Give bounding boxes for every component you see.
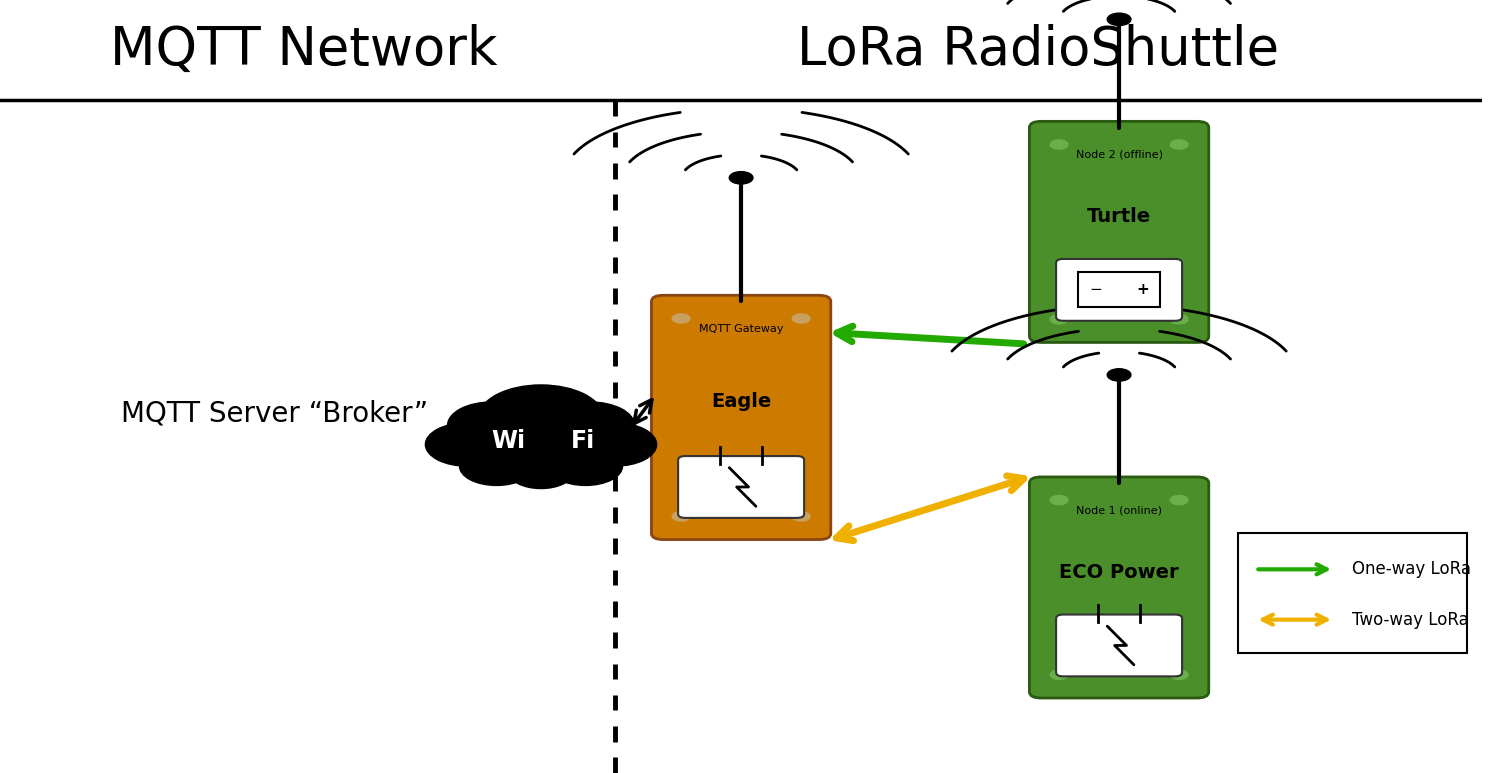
FancyBboxPatch shape (1030, 121, 1208, 342)
Circle shape (1171, 495, 1189, 505)
Circle shape (469, 407, 612, 482)
Circle shape (478, 385, 603, 450)
Circle shape (1171, 140, 1189, 149)
Circle shape (1171, 670, 1189, 679)
Circle shape (672, 512, 690, 521)
Circle shape (549, 447, 622, 485)
Text: Node 1 (online): Node 1 (online) (1076, 506, 1162, 515)
FancyBboxPatch shape (1030, 477, 1208, 698)
Text: Eagle: Eagle (711, 393, 772, 411)
Text: Fi: Fi (571, 428, 595, 453)
FancyBboxPatch shape (1078, 272, 1160, 307)
Text: −: − (1090, 282, 1102, 298)
Text: MQTT Gateway: MQTT Gateway (699, 324, 784, 333)
Circle shape (1051, 670, 1067, 679)
Circle shape (1051, 495, 1067, 505)
Circle shape (793, 512, 809, 521)
Text: LoRa RadioShuttle: LoRa RadioShuttle (796, 24, 1279, 77)
Circle shape (729, 172, 752, 184)
Circle shape (1051, 140, 1067, 149)
Text: One-way LoRa: One-way LoRa (1352, 560, 1471, 578)
Text: Wi: Wi (492, 428, 526, 453)
Text: Node 2 (offline): Node 2 (offline) (1076, 150, 1163, 159)
Circle shape (460, 447, 534, 485)
Circle shape (574, 423, 657, 466)
Circle shape (508, 455, 574, 489)
Text: MQTT Network: MQTT Network (109, 24, 498, 77)
Circle shape (1108, 13, 1130, 26)
Text: +: + (1136, 282, 1148, 298)
Text: MQTT Server “Broker”: MQTT Server “Broker” (120, 400, 427, 427)
Circle shape (1108, 369, 1130, 381)
Circle shape (1171, 315, 1189, 324)
FancyBboxPatch shape (1057, 259, 1183, 321)
Circle shape (448, 402, 537, 448)
Circle shape (672, 314, 690, 323)
Circle shape (793, 314, 809, 323)
Text: Two-way LoRa: Two-way LoRa (1352, 611, 1469, 628)
Text: ECO Power: ECO Power (1060, 563, 1178, 581)
Text: Turtle: Turtle (1087, 207, 1151, 226)
FancyBboxPatch shape (1057, 615, 1183, 676)
Circle shape (426, 423, 508, 466)
FancyBboxPatch shape (678, 456, 803, 518)
FancyBboxPatch shape (1238, 533, 1468, 653)
FancyBboxPatch shape (652, 295, 830, 540)
Circle shape (1051, 315, 1067, 324)
Circle shape (546, 402, 634, 448)
